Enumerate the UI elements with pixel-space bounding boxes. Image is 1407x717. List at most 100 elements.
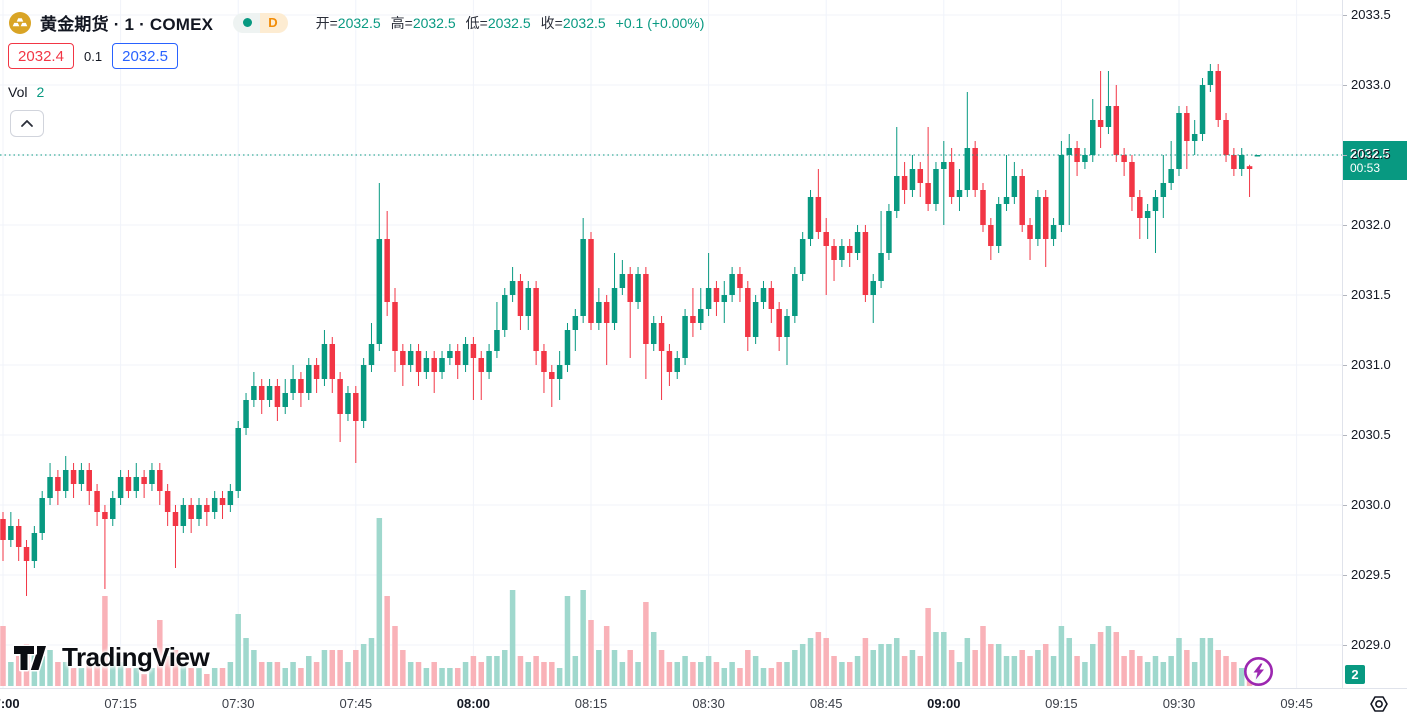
candle-body: [1152, 197, 1159, 211]
volume-bar: [407, 662, 414, 686]
volume-bar: [258, 662, 265, 686]
volume-bar: [886, 644, 892, 686]
candle-body: [1207, 71, 1214, 85]
candle-body: [196, 505, 202, 519]
tradingview-logo-icon: [12, 644, 48, 671]
candle-body: [1129, 162, 1135, 197]
candle-body: [345, 393, 351, 414]
volume-bar: [1113, 632, 1120, 686]
volume-bar: [125, 668, 132, 686]
volume-bar: [1144, 662, 1151, 686]
volume-bar: [690, 662, 696, 686]
volume-bar: [768, 668, 775, 686]
volume-bar: [368, 638, 375, 686]
volume-bar: [737, 668, 743, 686]
candle-body: [94, 491, 100, 512]
volume-bar: [549, 662, 555, 686]
volume-bar: [1215, 650, 1221, 686]
axis-settings-icon[interactable]: [1368, 693, 1390, 715]
candle-body: [588, 239, 594, 323]
volume-bar: [86, 662, 92, 686]
volume-axis-badge: 2: [1345, 665, 1365, 684]
candle-body: [596, 302, 602, 323]
candle-body: [1121, 155, 1127, 162]
time-axis-label: 09:45: [1280, 696, 1313, 711]
lightning-icon: [1253, 663, 1264, 680]
volume-bar: [204, 674, 210, 686]
volume-bar: [988, 644, 994, 686]
time-axis[interactable]: 07:00 07:15 07:30 07:45 08:00 08:15 08:30 08:45…: [0, 688, 1342, 717]
volume-bar: [799, 644, 806, 686]
candle-body: [1082, 155, 1088, 162]
candle-body: [611, 288, 618, 323]
volume-bar: [784, 662, 790, 686]
quick-trade-lightning-button[interactable]: [1243, 656, 1274, 687]
candle-body: [760, 288, 767, 302]
candle-body: [15, 526, 22, 547]
price-axis-label: 2032.5: [1343, 147, 1407, 162]
volume-bar: [39, 656, 45, 686]
candle-body: [125, 477, 132, 491]
volume-bar: [94, 662, 100, 686]
candle-body: [243, 400, 249, 428]
volume-bar: [1238, 668, 1245, 686]
candle-body: [70, 470, 77, 484]
candle-body: [486, 351, 492, 372]
chart-plot-area[interactable]: [0, 0, 1342, 688]
sell-button[interactable]: 2032.4: [8, 43, 74, 69]
volume-bar: [995, 644, 1002, 686]
candle-body: [298, 379, 304, 393]
candle-body: [533, 288, 539, 351]
candle-body: [1066, 148, 1072, 155]
volume-bar: [1121, 656, 1127, 686]
volume-bar: [1137, 656, 1143, 686]
price-axis-label: 2029.0: [1343, 637, 1407, 652]
candle-body: [368, 344, 375, 365]
volume-bar: [282, 668, 288, 686]
volume-bar: [517, 656, 524, 686]
candle-body: [1003, 197, 1010, 204]
volume-bar: [478, 662, 484, 686]
volume-bar: [956, 662, 963, 686]
tradingview-logo[interactable]: TradingView: [12, 642, 210, 673]
price-axis[interactable]: 2032.5 00:53 2 2033.5 2033.0 2032.5 2032.0 2…: [1342, 0, 1407, 688]
candle-body: [995, 204, 1002, 246]
volume-bar: [909, 650, 916, 686]
volume-bar: [494, 656, 500, 686]
volume-bar: [627, 650, 633, 686]
candle-body: [909, 169, 916, 190]
candle-body: [407, 351, 414, 365]
candle-body: [894, 176, 900, 211]
candle-body: [815, 197, 822, 232]
market-status-pill[interactable]: D: [233, 12, 288, 33]
volume-bar: [846, 662, 853, 686]
volume-bar: [572, 656, 579, 686]
symbol-title[interactable]: 黄金期货 · 1 · COMEX: [40, 15, 214, 34]
buy-button[interactable]: 2032.5: [112, 43, 179, 69]
candle-body: [478, 358, 484, 372]
candle-body: [980, 190, 986, 225]
candle-body: [1011, 176, 1018, 197]
volume-bar: [933, 632, 939, 686]
volume-bar: [878, 644, 884, 686]
volume-bar: [345, 662, 351, 686]
candle-body: [917, 169, 924, 183]
candle-body: [1184, 113, 1190, 141]
collapse-legend-button[interactable]: [10, 110, 44, 137]
candle-body: [846, 246, 853, 253]
spread-value: 0.1: [84, 48, 103, 64]
volume-bar: [196, 668, 202, 686]
candle-body: [8, 526, 14, 540]
candle-body: [682, 316, 688, 358]
volume-bar: [376, 518, 383, 686]
candle-body: [306, 365, 312, 393]
volume-bar: [556, 668, 563, 686]
volume-bar: [1184, 650, 1190, 686]
ohlc-item: 高=2032.5: [390, 14, 456, 31]
candle-body: [47, 477, 53, 498]
volume-bar: [180, 662, 187, 686]
volume-bar: [509, 590, 516, 686]
candle-body: [454, 351, 461, 365]
candle-body: [768, 288, 775, 309]
volume-bar: [862, 638, 869, 686]
